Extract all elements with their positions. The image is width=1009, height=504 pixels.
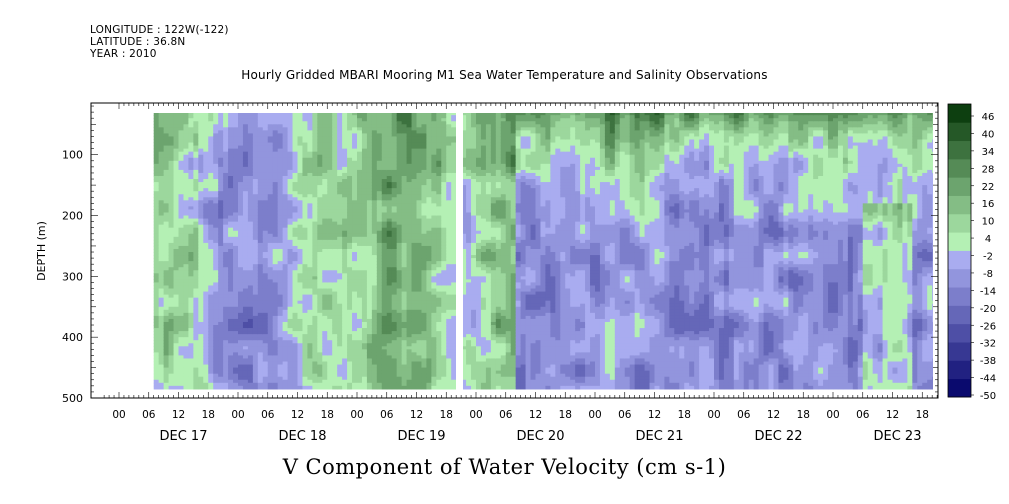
x-hour-tick-label: 18: [916, 409, 929, 421]
x-hour-tick-label: 12: [291, 409, 304, 421]
x-hour-tick-label: 12: [648, 409, 661, 421]
colorbar-swatch: [948, 177, 971, 196]
colorbar-tick-label: -20: [980, 304, 996, 315]
chart-title: Hourly Gridded MBARI Mooring M1 Sea Wate…: [241, 68, 768, 82]
colorbar: 46 40 34 28 22 16 10 4 -2 -8 -14 -20 -26 -32 -38 -44 -50: [947, 103, 996, 402]
x-hour-tick-label: 12: [172, 409, 185, 421]
colorbar-tick-label: -32: [980, 339, 996, 350]
x-hour-tick-label: 00: [826, 409, 839, 421]
x-hour-tick-label: 00: [112, 409, 125, 421]
latitude-label: LATITUDE : 36.8N: [90, 36, 186, 48]
colorbar-swatch: [948, 342, 971, 361]
colorbar-tick-label: -14: [980, 286, 996, 297]
data-gap: [456, 113, 463, 238]
x-hour-tick-label: 06: [499, 409, 513, 421]
x-hour-tick-label: 00: [469, 409, 482, 421]
colorbar-swatch: [948, 287, 971, 306]
colorbar-tick-label: -44: [980, 374, 996, 385]
y-tick-label: 500: [62, 392, 83, 405]
colorbar-swatch: [948, 122, 971, 142]
colorbar-swatch: [948, 378, 971, 398]
x-hour-tick-label: 18: [559, 409, 572, 421]
colorbar-swatch: [948, 360, 971, 380]
data-gap: [456, 238, 463, 390]
x-hour-tick-label: 18: [321, 409, 334, 421]
colorbar-tick-label: -26: [980, 321, 996, 332]
y-axis-label: DEPTH (m): [35, 221, 48, 281]
x-day-label: DEC 18: [279, 429, 327, 444]
y-tick-label: 300: [62, 270, 83, 283]
x-hour-tick-label: 06: [261, 409, 275, 421]
x-day-label: DEC 17: [160, 429, 208, 444]
plot-frame: [90, 102, 939, 399]
colorbar-swatch: [948, 104, 971, 123]
x-day-label: DEC 20: [517, 429, 565, 444]
x-hour-tick-label: 12: [410, 409, 423, 421]
colorbar-swatch: [948, 195, 971, 215]
x-hour-tick-label: 18: [202, 409, 215, 421]
x-hour-tick-label: 12: [529, 409, 542, 421]
colorbar-tick-label: -2: [983, 252, 993, 263]
colorbar-tick-label: 46: [982, 112, 995, 123]
x-hour-tick-label: 18: [440, 409, 453, 421]
x-hour-tick-label: 06: [856, 409, 870, 421]
x-day-label: DEC 19: [398, 429, 446, 444]
x-hour-tick-label: 18: [797, 409, 810, 421]
colorbar-swatch: [948, 140, 971, 160]
x-hour-tick-label: 06: [142, 409, 156, 421]
chart-subtitle: V Component of Water Velocity (cm s-1): [282, 455, 727, 479]
x-hour-tick-label: 00: [231, 409, 244, 421]
colorbar-tick-label: 10: [982, 217, 995, 228]
x-hour-tick-label: 06: [380, 409, 394, 421]
colorbar-tick-label: 28: [982, 164, 995, 175]
colorbar-swatch: [948, 305, 971, 325]
colorbar-tick-label: -8: [983, 269, 993, 280]
colorbar-tick-label: 16: [982, 199, 995, 210]
x-hour-tick-label: 06: [618, 409, 632, 421]
heatmap-field: [153, 113, 933, 390]
year-label: YEAR : 2010: [90, 48, 157, 60]
colorbar-tick-label: -50: [980, 391, 996, 402]
x-hour-tick-label: 12: [767, 409, 780, 421]
y-tick-label: 200: [62, 210, 83, 223]
x-hour-tick-label: 06: [737, 409, 751, 421]
colorbar-swatch: [948, 323, 971, 343]
colorbar-tick-label: 34: [982, 147, 995, 158]
colorbar-tick-label: 4: [985, 234, 991, 245]
x-day-label: DEC 22: [755, 429, 803, 444]
colorbar-swatch: [948, 213, 971, 233]
colorbar-swatch: [948, 232, 971, 251]
y-tick-label: 100: [62, 149, 83, 162]
y-tick-label: 400: [62, 331, 83, 344]
x-hour-tick-label: 00: [588, 409, 601, 421]
colorbar-tick-label: 40: [982, 129, 995, 140]
x-day-label: DEC 21: [636, 429, 684, 444]
colorbar-swatch: [948, 158, 971, 178]
longitude-label: LONGITUDE : 122W(-122): [90, 24, 229, 36]
x-hour-tick-label: 18: [678, 409, 691, 421]
x-hour-tick-label: 00: [707, 409, 720, 421]
colorbar-tick-label: 22: [982, 182, 995, 193]
x-hour-tick-label: 12: [886, 409, 899, 421]
colorbar-tick-label: -38: [980, 356, 996, 367]
colorbar-swatch: [948, 268, 971, 288]
colorbar-swatch: [948, 250, 971, 270]
x-hour-tick-label: 00: [350, 409, 363, 421]
x-day-label: DEC 23: [874, 429, 922, 444]
